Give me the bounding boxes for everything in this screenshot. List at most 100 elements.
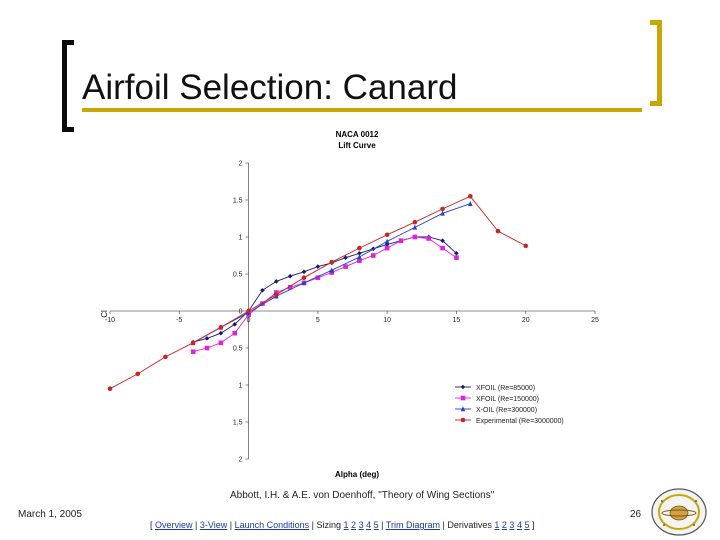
data-point [460, 406, 466, 412]
nav-link-derivatives-2[interactable]: 2 [501, 520, 507, 530]
data-point [273, 279, 279, 284]
data-point [232, 322, 238, 327]
data-point [384, 245, 390, 251]
nav-sizing-label: Sizing [316, 520, 344, 530]
data-point [218, 324, 224, 330]
y-tick-label: 0.5 [233, 272, 243, 279]
data-point [301, 269, 307, 275]
data-point [260, 301, 265, 306]
data-point [232, 330, 238, 336]
x-tick-label: -10 [105, 317, 115, 324]
data-point [440, 245, 445, 251]
data-point [398, 238, 404, 243]
data-point [315, 264, 321, 269]
data-point [460, 395, 466, 401]
nav-separator: | [309, 520, 317, 530]
nav-link-launch-conditions[interactable]: Launch Conditions [234, 520, 310, 530]
nav-separator: | [440, 520, 448, 530]
x-tick-label: 25 [591, 317, 599, 324]
data-point [329, 259, 335, 265]
data-point [287, 273, 293, 279]
x-tick-label: 15 [453, 317, 461, 324]
nav-derivatives-label: Derivatives [447, 520, 495, 530]
series-group [190, 234, 459, 354]
nav-separator: | [192, 520, 200, 530]
footer-date: March 1, 2005 [18, 509, 82, 520]
nav-link-overview[interactable]: Overview [155, 520, 193, 530]
nav-link-trim-diagram[interactable]: Trim Diagram [385, 520, 440, 530]
data-point [454, 250, 459, 256]
data-point [107, 386, 113, 392]
data-point [357, 254, 362, 260]
x-tick-label: -5 [176, 317, 182, 324]
x-tick-label: 0 [247, 317, 251, 324]
data-point [460, 417, 466, 423]
data-point [163, 354, 168, 360]
nav-link-sizing-1[interactable]: 1 [343, 520, 349, 530]
nav-link-sizing-4[interactable]: 4 [366, 520, 372, 530]
y-tick-label: 0.5 [233, 346, 243, 353]
y-tick-label: 1 [239, 235, 243, 242]
data-point [426, 236, 432, 241]
data-point [467, 194, 473, 199]
data-point [343, 264, 348, 269]
nav-link-derivatives-3[interactable]: 3 [509, 520, 515, 530]
data-point [329, 267, 335, 273]
nav-separator: | [378, 520, 386, 530]
chart-legend: XFOIL (Re=85000) XFOIL (Re=150000) X-OIL (… [455, 384, 564, 425]
data-point [495, 228, 501, 234]
data-point [412, 219, 418, 225]
data-point [315, 275, 321, 280]
data-point [384, 232, 390, 238]
y-tick-label: 0 [239, 309, 243, 316]
title-bracket-right [650, 20, 662, 106]
data-point [460, 384, 466, 390]
data-point [301, 275, 307, 280]
data-point [440, 210, 445, 216]
lift-curve-chart: NACA 0012 Lift Curve Cl Alpha (deg) -10 -… [100, 130, 599, 479]
data-point [357, 245, 362, 251]
y-tick-label: 2 [239, 161, 243, 168]
series-group [107, 194, 529, 392]
x-tick-label: 5 [316, 317, 320, 324]
nav-link-derivatives-5[interactable]: 5 [524, 520, 530, 530]
data-point [370, 253, 376, 258]
nav-link-sizing-3[interactable]: 3 [358, 520, 364, 530]
chart-subtitle: Lift Curve [338, 141, 376, 150]
nav-link-sizing-5[interactable]: 5 [373, 520, 379, 530]
data-point [273, 292, 279, 298]
series-line [109, 195, 526, 390]
title-bracket-left [62, 40, 74, 132]
data-point [357, 258, 362, 263]
x-axis-label: Alpha (deg) [335, 470, 379, 479]
title-underline [82, 108, 642, 112]
data-point [204, 345, 210, 351]
data-point [412, 224, 418, 230]
data-point [467, 200, 473, 206]
university-seal-icon [651, 488, 707, 536]
data-point [260, 287, 265, 293]
data-point [190, 349, 196, 354]
nav-link-derivatives-4[interactable]: 4 [516, 520, 522, 530]
legend-label: Experimental (Re=3000000) [476, 418, 564, 425]
y-tick-label: 1.5 [233, 420, 243, 427]
data-point [412, 234, 418, 240]
chart-title: NACA 0012 [336, 130, 379, 139]
legend-label: XFOIL (Re=85000) [476, 385, 535, 392]
series-group [190, 234, 459, 345]
navigation-bar: [ Overview | 3-View | Launch Conditions … [150, 520, 535, 530]
x-tick-label: 20 [522, 317, 530, 324]
nav-link-derivatives-1[interactable]: 1 [494, 520, 500, 530]
legend-label: XFOIL (Re=150000) [476, 396, 539, 403]
data-point [523, 243, 529, 249]
nav-link-3-view[interactable]: 3-View [199, 520, 228, 530]
data-point [343, 255, 348, 261]
x-tick-label: 10 [383, 317, 391, 324]
nav-open-bracket: [ [150, 520, 156, 530]
data-point [287, 285, 293, 290]
data-point [357, 250, 362, 256]
nav-link-sizing-2[interactable]: 2 [351, 520, 357, 530]
data-point [135, 371, 141, 377]
data-point [454, 255, 459, 261]
data-point [218, 330, 224, 336]
